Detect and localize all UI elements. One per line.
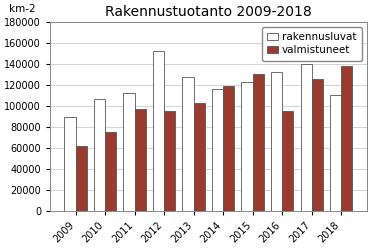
Bar: [271, 72, 282, 211]
Bar: [301, 64, 312, 211]
Bar: [76, 146, 87, 211]
Bar: [105, 132, 116, 211]
Bar: [223, 86, 234, 211]
Text: km-2: km-2: [9, 4, 36, 14]
Bar: [330, 95, 341, 211]
Bar: [94, 99, 105, 211]
Bar: [164, 111, 175, 211]
Bar: [153, 51, 164, 211]
Bar: [135, 109, 146, 211]
Bar: [65, 117, 76, 211]
Legend: rakennusluvat, valmistuneet: rakennusluvat, valmistuneet: [262, 27, 362, 61]
Bar: [282, 111, 293, 211]
Bar: [124, 93, 135, 211]
Bar: [312, 79, 323, 211]
Bar: [341, 66, 352, 211]
Bar: [183, 76, 194, 211]
Bar: [253, 74, 264, 211]
Bar: [212, 89, 223, 211]
Title: Rakennustuotanto 2009-2018: Rakennustuotanto 2009-2018: [105, 5, 312, 19]
Bar: [194, 103, 205, 211]
Bar: [242, 82, 253, 211]
